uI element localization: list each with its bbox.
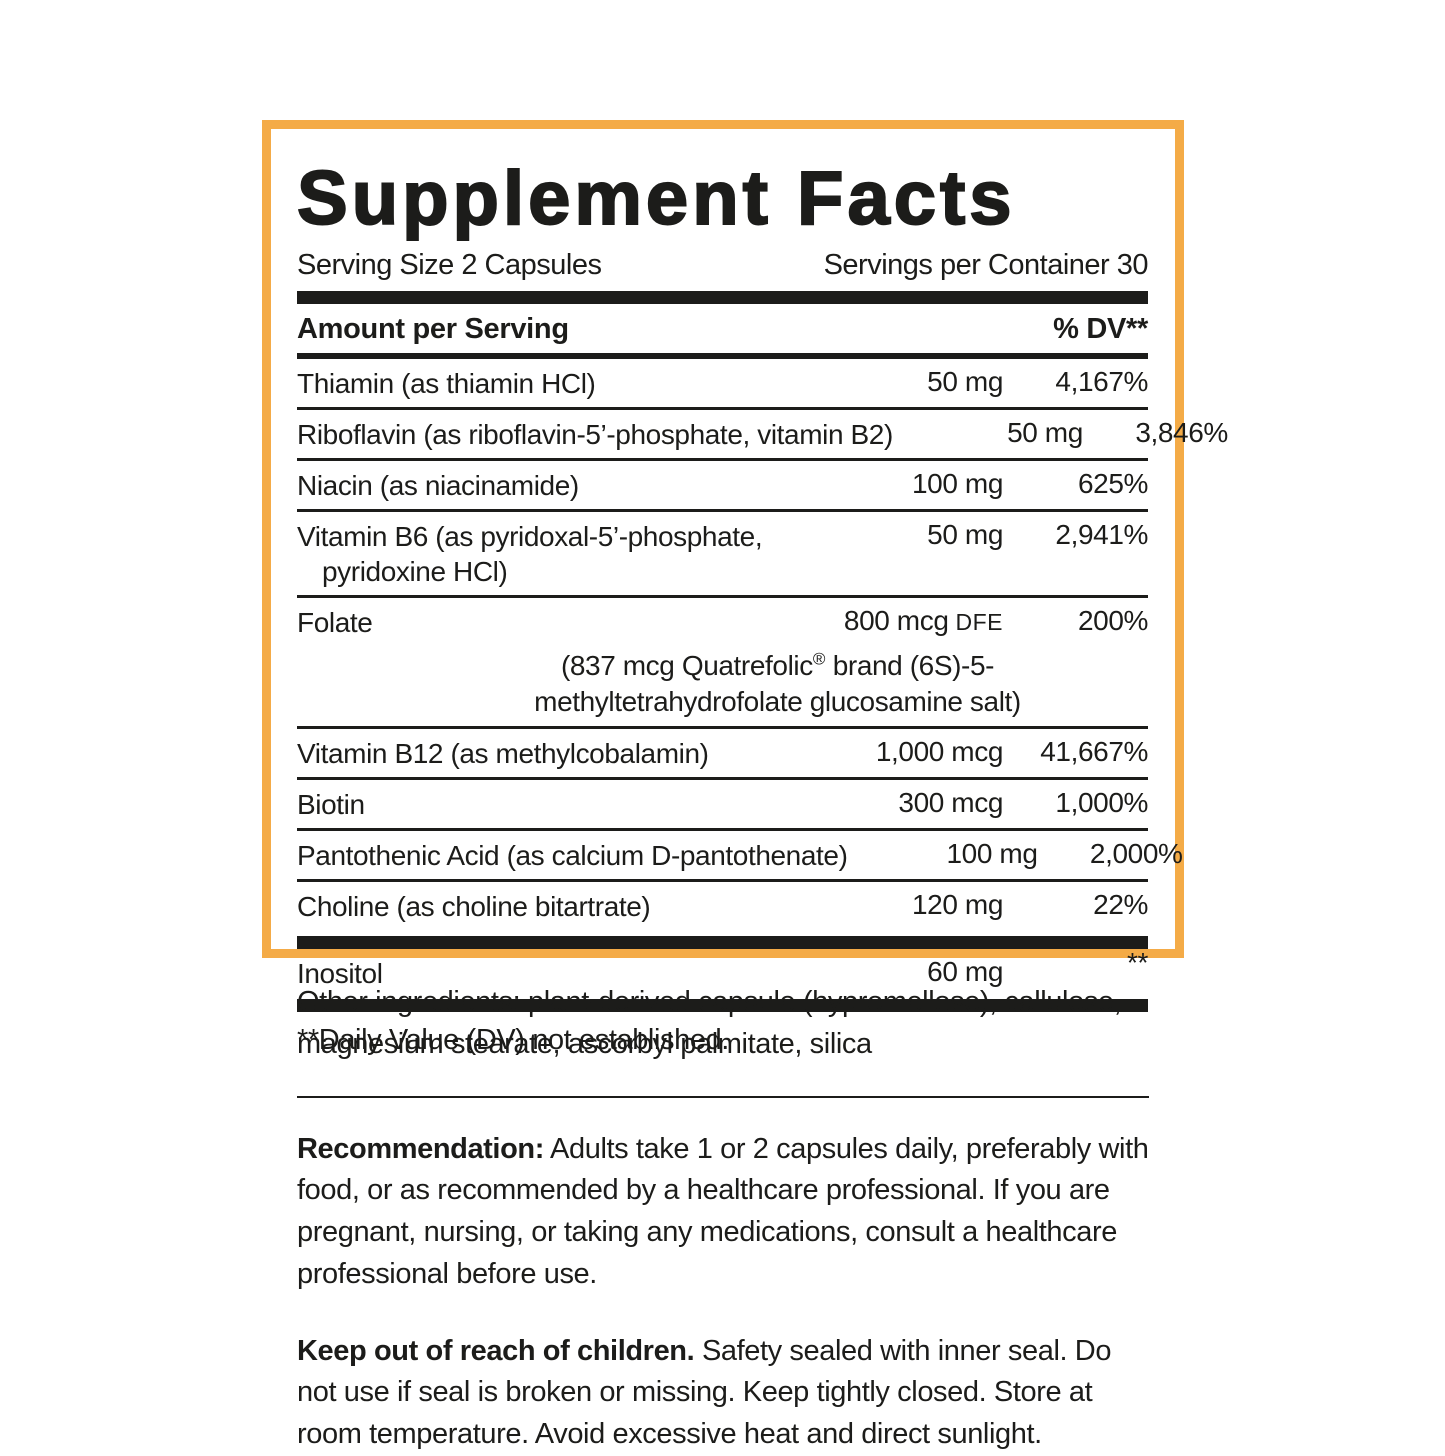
row-divider	[297, 827, 1148, 831]
nutrient-dv: 4,167%	[1055, 366, 1148, 397]
label-secondary-text: Other ingredients: plant-derived capsule…	[297, 982, 1149, 1456]
row-divider	[297, 725, 1148, 729]
row-divider	[297, 458, 1148, 461]
nutrient-amount: 100 mg	[946, 837, 1038, 869]
recommendation-lead: Recommendation:	[297, 1132, 544, 1165]
serving-info-row: Serving Size 2 Capsules Servings per Con…	[297, 249, 1149, 282]
row-divider	[297, 595, 1148, 598]
nutrient-dv: 22%	[1093, 888, 1148, 920]
nutrient-amount: 50 mg	[1007, 417, 1083, 448]
nutrient-amount: 120 mg	[912, 888, 1003, 920]
nutrient-dv: **	[1127, 946, 1148, 978]
divider-header	[297, 353, 1148, 359]
nutrient-amount: 50 mg	[927, 519, 1003, 550]
table-row-vitamin-b6: Vitamin B6 (as pyridoxal-5’-phosphate, py…	[297, 512, 1148, 595]
divider-thick-bottom	[297, 998, 1148, 1012]
row-divider	[297, 878, 1148, 882]
table-row-thiamin: Thiamin (as thiamin HCl) 50 mg 4,167%	[297, 359, 1148, 407]
nutrient-amount: 300 mcg	[898, 786, 1003, 818]
nutrient-name: Choline (as choline bitartrate)	[297, 890, 651, 922]
dfe-unit: DFE	[955, 609, 1003, 635]
table-row-biotin: Biotin 300 mcg 1,000%	[297, 780, 1148, 828]
nutrient-dv: 1,000%	[1055, 786, 1148, 818]
nutrient-dv: 2,941%	[1055, 519, 1148, 550]
recommendation-paragraph: Recommendation: Adults take 1 or 2 capsu…	[297, 1132, 1149, 1290]
panel-title: Supplement Facts	[296, 156, 1016, 241]
keep-out-paragraph: Keep out of reach of children. Safety se…	[297, 1334, 1112, 1451]
nutrient-dv: 2,000%	[1089, 837, 1183, 869]
nutrient-dv: 3,846%	[1135, 417, 1228, 448]
nutrient-name: Biotin	[297, 788, 365, 820]
nutrient-name: Folate	[297, 607, 373, 638]
table-header-row: Amount per Serving % DV**	[297, 304, 1148, 353]
supplement-facts-panel: Supplement Facts Serving Size 2 Capsules…	[262, 120, 1228, 1056]
serving-size: Serving Size 2 Capsules	[297, 249, 602, 281]
nutrient-amount: 100 mg	[912, 468, 1003, 499]
servings-per-container: Servings per Container 30	[823, 249, 1149, 281]
column-header-amount: Amount per Serving	[297, 313, 569, 345]
row-divider	[297, 509, 1148, 512]
nutrient-amount: 60 mg	[927, 955, 1003, 987]
folate-source-note: (837 mcg Quatrefolic® brand (6S)-5- methy…	[534, 649, 1021, 717]
section-divider-line	[297, 1095, 1149, 1098]
nutrient-name: Inositol	[297, 957, 383, 989]
nutrient-name: Thiamin (as thiamin HCl)	[297, 368, 596, 399]
divider-thick-mid	[297, 935, 1148, 949]
keep-out-lead: Keep out of reach of children.	[297, 1334, 695, 1367]
table-row-vitamin-b12: Vitamin B12 (as methylcobalamin) 1,000 m…	[297, 729, 1148, 777]
table-row-choline: Choline (as choline bitartrate) 120 mg 2…	[297, 882, 1148, 930]
table-row-riboflavin: Riboflavin (as riboflavin-5’-phosphate, …	[297, 410, 1228, 458]
row-divider	[297, 776, 1148, 780]
nutrient-name: Vitamin B12 (as methylcobalamin)	[297, 737, 709, 769]
divider-thick-top	[297, 291, 1148, 304]
table-row-niacin: Niacin (as niacinamide) 100 mg 625%	[297, 461, 1148, 509]
nutrient-name: Riboflavin (as riboflavin-5’-phosphate, …	[297, 419, 893, 450]
table-row-folate: Folate 800 mcg DFE 200%	[297, 598, 1148, 646]
nutrient-dv: 625%	[1077, 468, 1148, 499]
nutrient-amount: 1,000 mcg	[875, 735, 1004, 767]
nutrient-name: Pantothenic Acid (as calcium D-pantothen…	[297, 839, 848, 871]
nutrient-amount: 50 mg	[927, 366, 1003, 397]
row-divider	[297, 407, 1148, 410]
column-header-dv: % DV**	[1053, 313, 1148, 345]
nutrient-name: Niacin (as niacinamide)	[297, 470, 579, 501]
nutrient-amount: 800 mcg DFE	[843, 605, 1003, 636]
registered-trademark-symbol: ®	[812, 649, 826, 669]
nutrient-dv: 41,667%	[1040, 735, 1148, 767]
table-row-inositol: Inositol 60 mg **	[297, 946, 1148, 997]
table-row-pantothenic-acid: Pantothenic Acid (as calcium D-pantothen…	[297, 831, 1183, 879]
nutrient-name: Vitamin B6 (as pyridoxal-5’-phosphate, py…	[297, 521, 763, 587]
nutrient-dv: 200%	[1077, 605, 1148, 636]
other-ingredients-paragraph: Other ingredients: plant-derived capsule…	[297, 986, 1122, 1060]
daily-value-footnote: **Daily Value (DV) not established.	[297, 1023, 729, 1056]
